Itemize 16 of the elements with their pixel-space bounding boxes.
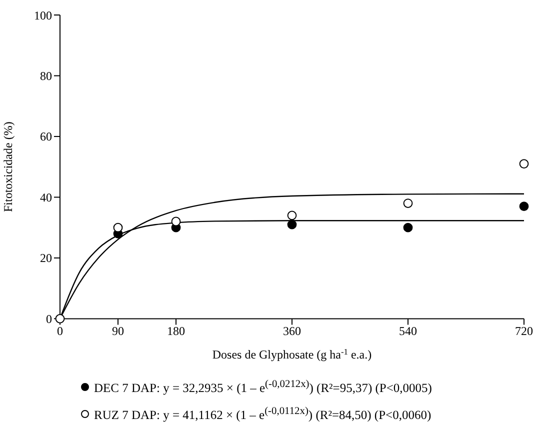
y-tick-label: 60 (40, 130, 52, 144)
x-tick-label: 90 (112, 324, 124, 338)
x-tick-label: 0 (57, 324, 63, 338)
x-tick-label: 720 (515, 324, 533, 338)
y-tick-label: 0 (46, 312, 52, 326)
y-tick-label: 100 (34, 8, 52, 22)
legend-label: RUZ 7 DAP: y = 41,1162 × (1 – e$^{(-0,0112x)}$) (R²=84,50) (P<0,0060) (94, 406, 432, 423)
x-axis-title: Doses de Glyphosate (g ha$^{-1}$ e.a.) (212, 347, 372, 362)
x-tick-label: 540 (399, 324, 417, 338)
y-tick-label: 20 (40, 251, 52, 266)
y-axis-title: Fitotoxicidade (%) (1, 122, 15, 212)
y-tick-label: 80 (40, 69, 52, 83)
x-tick-label: 180 (167, 324, 185, 338)
legend-label: DEC 7 DAP: y = 32,2935 × (1 – e$^{(-0,0212x)}$) (R²=95,37) (P<0,0005) (94, 378, 432, 396)
y-tick-label: 40 (40, 190, 52, 204)
x-tick-label: 360 (283, 324, 301, 338)
